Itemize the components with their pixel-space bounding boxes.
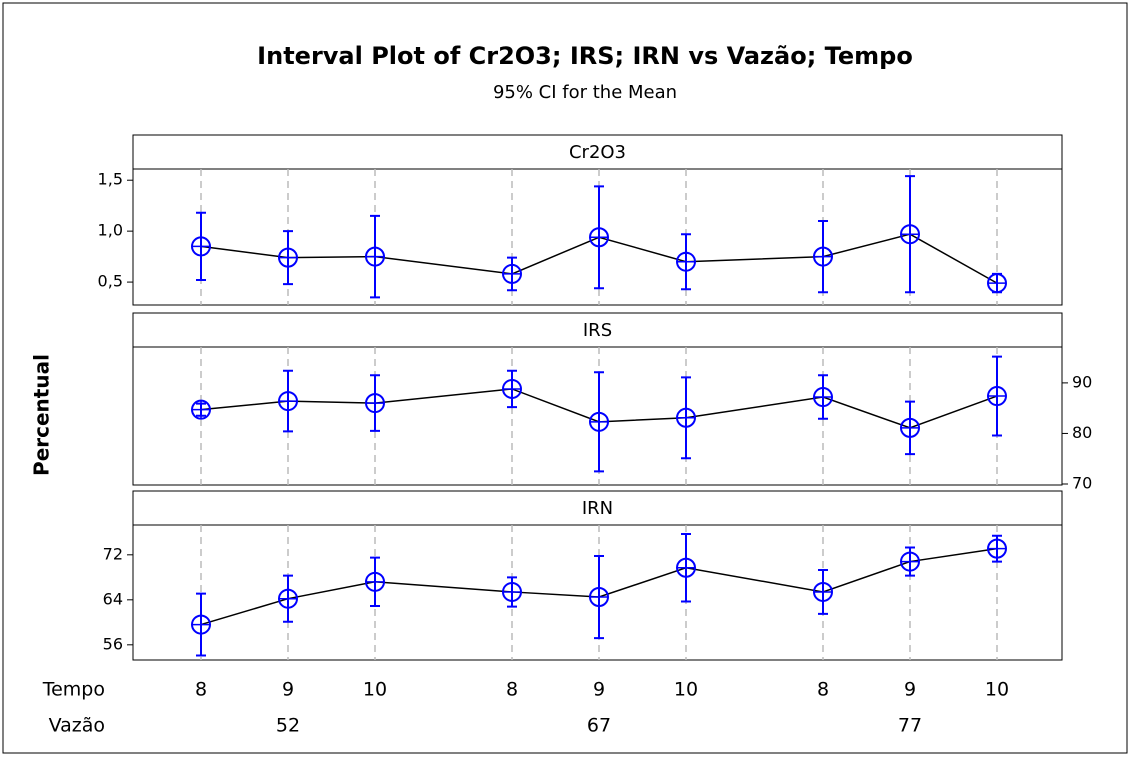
y-tick-label: 90 — [1072, 372, 1092, 391]
mean-cross — [366, 247, 384, 266]
y-tick-label: 1,5 — [98, 170, 123, 189]
mean-cross — [901, 418, 919, 437]
x-row-label: Tempo — [42, 679, 105, 701]
mean-cross — [590, 588, 608, 606]
x-tick-label: 8 — [817, 679, 829, 701]
mean-cross — [677, 252, 695, 271]
x-tick-label: 8 — [195, 679, 207, 701]
mean-cross — [590, 412, 608, 431]
x-tick-label: 10 — [363, 679, 387, 701]
x-tick-label: 9 — [282, 679, 294, 701]
panel-area — [132, 346, 1063, 486]
panel-title: IRS — [583, 320, 612, 341]
y-axis-label: Percentual — [30, 354, 54, 476]
mean-cross — [192, 400, 210, 419]
chart-title: Interval Plot of Cr2O3; IRS; IRN vs Vazã… — [257, 42, 913, 70]
mean-cross — [192, 237, 210, 256]
x-tick-label: 10 — [674, 679, 698, 701]
mean-cross — [988, 387, 1006, 406]
mean-cross — [366, 394, 384, 413]
y-tick-label: 64 — [103, 589, 123, 608]
chart-subtitle: 95% CI for the Mean — [493, 82, 677, 103]
mean-cross — [988, 274, 1006, 293]
mean-cross — [366, 572, 384, 591]
mean-cross — [590, 228, 608, 247]
mean-cross — [503, 582, 521, 601]
group-label: 77 — [898, 715, 922, 737]
y-tick-label: 80 — [1072, 423, 1092, 442]
panel-title: IRN — [582, 498, 613, 519]
mean-cross — [814, 388, 832, 407]
x-tick-label: 9 — [593, 679, 605, 701]
panel-title: Cr2O3 — [569, 142, 626, 163]
panel-area — [132, 524, 1063, 661]
mean-cross — [988, 539, 1006, 558]
mean-cross — [503, 264, 521, 283]
x-tick-label: 10 — [985, 679, 1009, 701]
x-tick-label: 8 — [506, 679, 518, 701]
mean-cross — [192, 615, 210, 634]
y-tick-label: 70 — [1072, 473, 1092, 492]
panel-strip — [132, 312, 1063, 348]
group-label: 52 — [276, 715, 300, 737]
x-row-label: Vazão — [49, 715, 105, 737]
mean-cross — [901, 225, 919, 244]
mean-cross — [279, 392, 297, 411]
panel-strip — [132, 490, 1063, 526]
y-tick-label: 1,0 — [98, 221, 123, 240]
mean-cross — [901, 552, 919, 571]
mean-cross — [677, 558, 695, 577]
mean-cross — [814, 582, 832, 601]
mean-cross — [279, 589, 297, 608]
group-label: 67 — [587, 715, 611, 737]
mean-cross — [279, 248, 297, 267]
mean-cross — [677, 408, 695, 427]
x-tick-label: 9 — [904, 679, 916, 701]
mean-cross — [814, 247, 832, 266]
y-tick-label: 0,5 — [98, 272, 123, 291]
y-tick-label: 72 — [103, 544, 123, 563]
panel-strip — [132, 134, 1063, 170]
y-tick-label: 56 — [103, 634, 123, 653]
mean-cross — [503, 379, 521, 398]
